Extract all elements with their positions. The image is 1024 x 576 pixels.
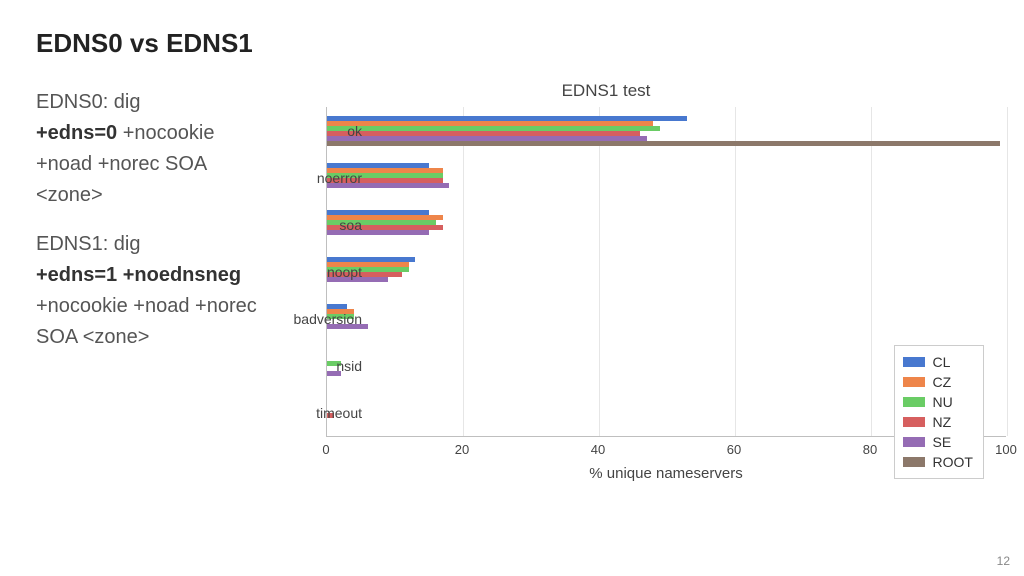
x-tick: 20 [455, 442, 469, 457]
legend-swatch [903, 377, 925, 387]
gridline [599, 107, 600, 436]
gridline [871, 107, 872, 436]
y-tick: soa [339, 217, 362, 233]
x-tick: 40 [591, 442, 605, 457]
x-tick: 0 [322, 442, 329, 457]
legend-swatch [903, 437, 925, 447]
legend-label: CZ [933, 374, 952, 390]
legend-label: SE [933, 434, 952, 450]
y-tick: noopt [327, 264, 362, 280]
edns1-block: EDNS1: dig +edns=1 +noednsneg +nocookie … [36, 229, 266, 353]
y-tick: badversion [294, 311, 363, 327]
y-tick: noerror [317, 170, 362, 186]
edns0-block: EDNS0: dig +edns=0 +nocookie +noad +nore… [36, 87, 266, 211]
x-tick: 80 [863, 442, 877, 457]
legend-item: CZ [903, 372, 973, 392]
legend-swatch [903, 457, 925, 467]
y-tick: ok [347, 123, 362, 139]
legend-label: ROOT [933, 454, 973, 470]
legend: CL CZ NU NZ SE ROOT [894, 345, 984, 479]
gridline [463, 107, 464, 436]
gridline [735, 107, 736, 436]
x-tick: 100 [995, 442, 1017, 457]
legend-item: CL [903, 352, 973, 372]
edns1-prefix: EDNS1: dig [36, 233, 141, 255]
legend-swatch [903, 357, 925, 367]
legend-label: CL [933, 354, 951, 370]
x-tick: 60 [727, 442, 741, 457]
gridline [1007, 107, 1008, 436]
edns1-bold: +edns=1 +noednsneg [36, 264, 241, 286]
chart-title: EDNS1 test [266, 81, 946, 101]
bar [327, 141, 1000, 146]
legend-item: SE [903, 432, 973, 452]
legend-swatch [903, 397, 925, 407]
legend-label: NZ [933, 414, 952, 430]
page-title: EDNS0 vs EDNS1 [36, 28, 988, 59]
legend-item: NZ [903, 412, 973, 432]
description-column: EDNS0: dig +edns=0 +nocookie +noad +nore… [36, 87, 266, 507]
edns1-rest: +nocookie +noad +norec SOA <zone> [36, 295, 257, 348]
edns0-prefix: EDNS0: dig [36, 91, 141, 113]
edns0-bold: +edns=0 [36, 122, 117, 144]
y-tick: timeout [316, 405, 362, 421]
legend-label: NU [933, 394, 953, 410]
page-number: 12 [997, 554, 1010, 568]
legend-item: NU [903, 392, 973, 412]
legend-swatch [903, 417, 925, 427]
legend-item: ROOT [903, 452, 973, 472]
edns1-chart: EDNS1 test oknoerrorsoanooptbadversionns… [266, 87, 988, 507]
y-tick: nsid [336, 358, 362, 374]
